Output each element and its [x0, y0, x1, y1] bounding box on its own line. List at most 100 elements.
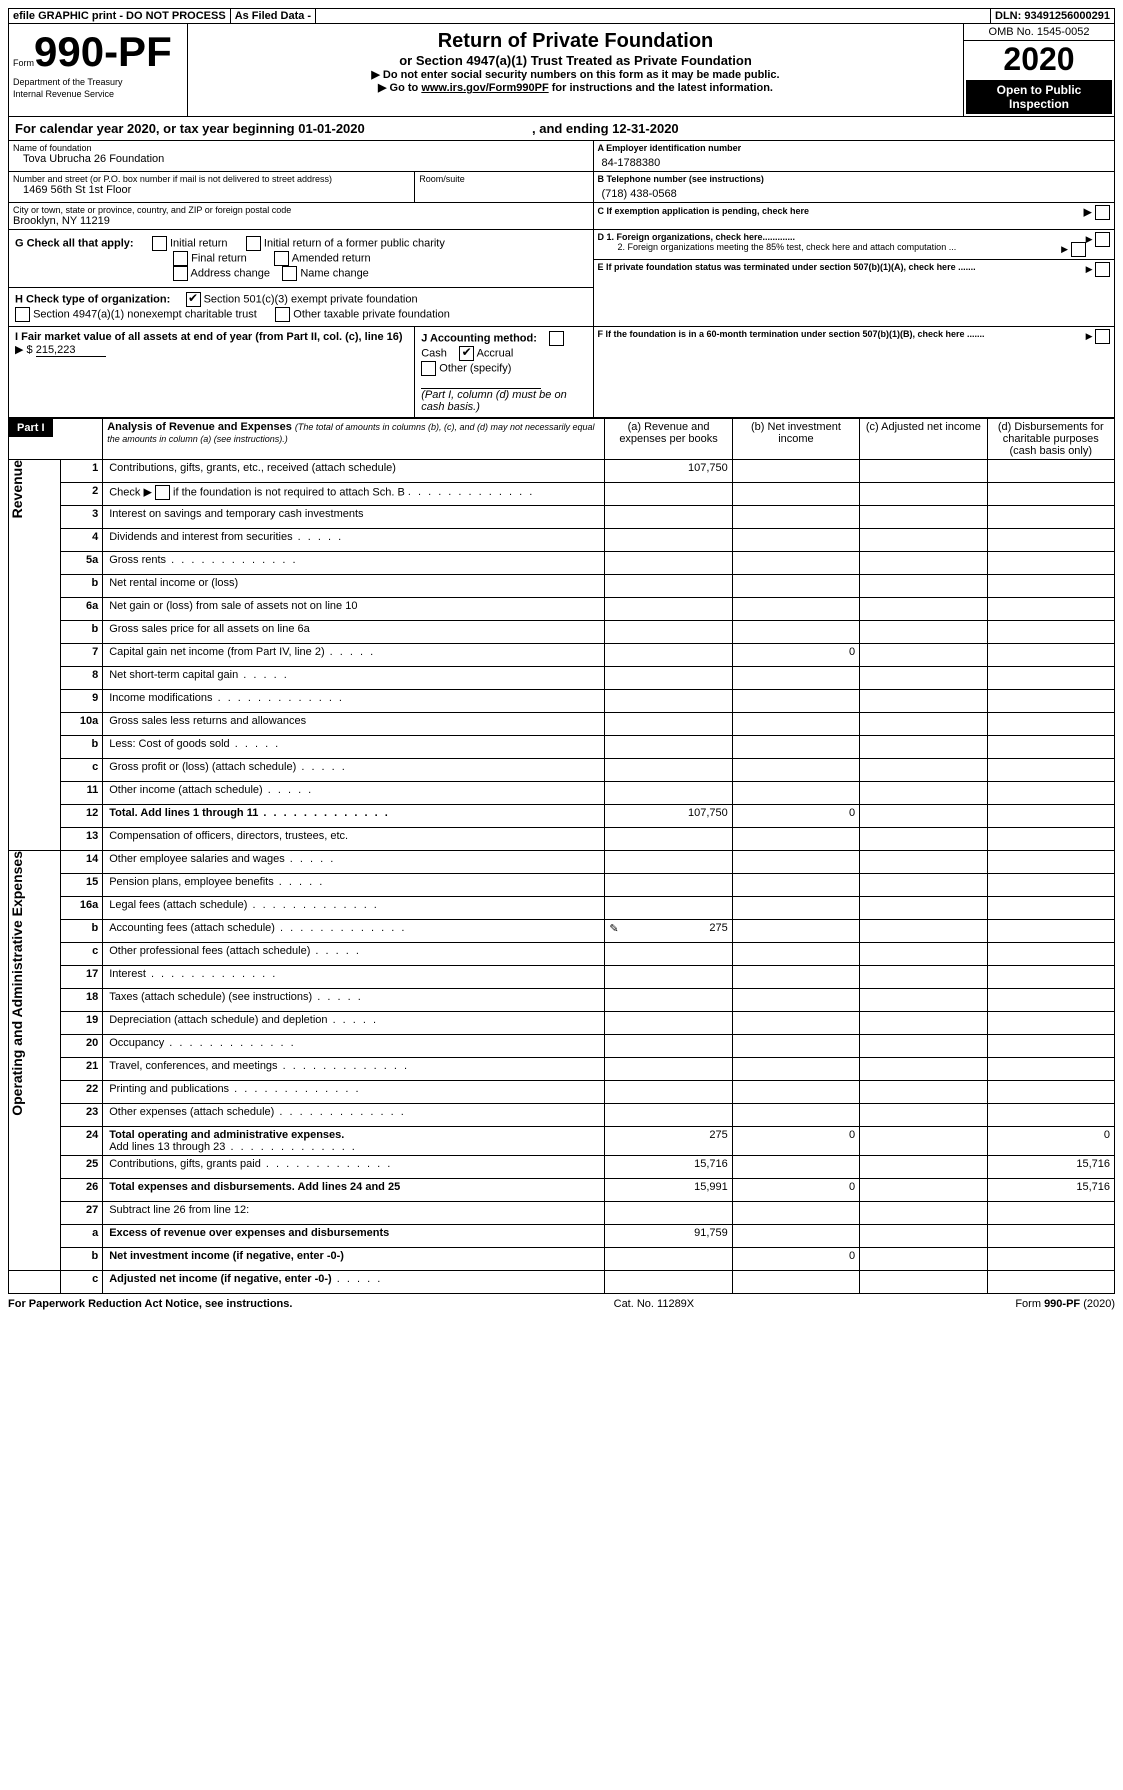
box-e-check[interactable] — [1095, 262, 1110, 277]
footer-right: Form 990-PF (2020) — [1015, 1298, 1115, 1310]
box-e: E If private foundation status was termi… — [598, 262, 1111, 272]
line-27: Subtract line 26 from line 12: — [103, 1202, 605, 1225]
g-name-change-check[interactable] — [282, 266, 297, 281]
g-initial-former-check[interactable] — [246, 236, 261, 251]
line-22: Printing and publications — [103, 1081, 605, 1104]
line-5a: Gross rents — [103, 552, 605, 575]
foundation-name: Tova Ubrucha 26 Foundation — [13, 153, 589, 165]
line-13: Compensation of officers, directors, tru… — [103, 828, 605, 851]
form-number: 990-PF — [34, 28, 172, 75]
j-other-check[interactable] — [421, 361, 436, 376]
line-10a: Gross sales less returns and allowances — [103, 713, 605, 736]
line-16c: Other professional fees (attach schedule… — [103, 943, 605, 966]
j-accrual-check[interactable]: ✔ — [459, 346, 474, 361]
form-prefix: Form — [13, 58, 34, 68]
g-final-return-check[interactable] — [173, 251, 188, 266]
box-d2: 2. Foreign organizations meeting the 85%… — [598, 242, 1111, 252]
part1-tag: Part I — [9, 419, 53, 437]
col-a: (a) Revenue and expenses per books — [605, 419, 732, 460]
line-5b: Net rental income or (loss) — [103, 575, 605, 598]
g-address-change-check[interactable] — [173, 266, 188, 281]
box-f: F If the foundation is in a 60-month ter… — [598, 329, 1111, 339]
line-2: Check ▶ if the foundation is not require… — [103, 483, 605, 506]
tax-year: 2020 — [964, 41, 1114, 78]
addr-label: Number and street (or P.O. box number if… — [13, 174, 410, 184]
footer-mid: Cat. No. 11289X — [614, 1298, 695, 1310]
line-4: Dividends and interest from securities — [103, 529, 605, 552]
line-19: Depreciation (attach schedule) and deple… — [103, 1012, 605, 1035]
line-1: Contributions, gifts, grants, etc., rece… — [103, 460, 605, 483]
line-16b: Accounting fees (attach schedule) — [103, 920, 605, 943]
line-3: Interest on savings and temporary cash i… — [103, 506, 605, 529]
j-cash-check[interactable] — [549, 331, 564, 346]
dept-treasury: Department of the Treasury — [13, 77, 123, 87]
g-initial-return-check[interactable] — [152, 236, 167, 251]
h-501c3-check[interactable]: ✔ — [186, 292, 201, 307]
name-label: Name of foundation — [13, 143, 589, 153]
omb-number: OMB No. 1545-0052 — [964, 24, 1114, 41]
line-6b: Gross sales price for all assets on line… — [103, 621, 605, 644]
box-d2-check[interactable] — [1071, 242, 1086, 257]
line-18: Taxes (attach schedule) (see instruction… — [103, 989, 605, 1012]
i-label: I Fair market value of all assets at end… — [15, 331, 403, 343]
street-address: 1469 56th St 1st Floor — [13, 184, 410, 196]
j-note: (Part I, column (d) must be on cash basi… — [421, 389, 567, 413]
dln: DLN: 93491256000291 — [990, 8, 1115, 24]
col-c: (c) Adjusted net income — [860, 419, 987, 460]
i-value: 215,223 — [36, 344, 106, 357]
phone: (718) 438-0568 — [598, 184, 1111, 200]
line-14: Other employee salaries and wages — [103, 851, 605, 874]
city-state-zip: Brooklyn, NY 11219 — [13, 215, 589, 227]
line-15: Pension plans, employee benefits — [103, 874, 605, 897]
room-label: Room/suite — [419, 174, 588, 184]
line-23: Other expenses (attach schedule) — [103, 1104, 605, 1127]
box-d1-check[interactable] — [1095, 232, 1110, 247]
g-label: G Check all that apply: — [15, 237, 134, 249]
line-2-check[interactable] — [155, 485, 170, 500]
line-12: Total. Add lines 1 through 11 — [103, 805, 605, 828]
h-other-check[interactable] — [275, 307, 290, 322]
irs-link[interactable]: www.irs.gov/Form990PF — [421, 82, 548, 94]
form-title: Return of Private Foundation — [194, 30, 957, 53]
efile-notice: efile GRAPHIC print - DO NOT PROCESS — [8, 8, 231, 24]
ein: 84-1788380 — [598, 153, 1111, 169]
line-9: Income modifications — [103, 690, 605, 713]
line-8: Net short-term capital gain — [103, 667, 605, 690]
line-27b: Net investment income (if negative, ente… — [103, 1248, 605, 1271]
attach-icon[interactable]: ✎ — [609, 922, 618, 935]
line-27c: Adjusted net income (if negative, enter … — [103, 1271, 605, 1294]
line-10b: Less: Cost of goods sold — [103, 736, 605, 759]
revenue-section-label: Revenue — [9, 460, 25, 518]
city-label: City or town, state or province, country… — [13, 205, 589, 215]
box-a-label: A Employer identification number — [598, 143, 1111, 153]
warn-ssn: ▶ Do not enter social security numbers o… — [194, 68, 957, 81]
box-f-check[interactable] — [1095, 329, 1110, 344]
calendar-year-line: For calendar year 2020, or tax year begi… — [8, 117, 1115, 141]
box-b-label: B Telephone number (see instructions) — [598, 174, 1111, 184]
line-7: Capital gain net income (from Part IV, l… — [103, 644, 605, 667]
g-amended-check[interactable] — [274, 251, 289, 266]
box-d1: D 1. Foreign organizations, check here..… — [598, 232, 1111, 242]
line-6a: Net gain or (loss) from sale of assets n… — [103, 598, 605, 621]
line-26: Total expenses and disbursements. Add li… — [103, 1179, 605, 1202]
part1-title: Analysis of Revenue and Expenses — [107, 421, 292, 433]
line-20: Occupancy — [103, 1035, 605, 1058]
line-17: Interest — [103, 966, 605, 989]
box-c-label: C If exemption application is pending, c… — [598, 206, 810, 216]
line-25: Contributions, gifts, grants paid — [103, 1156, 605, 1179]
line-21: Travel, conferences, and meetings — [103, 1058, 605, 1081]
footer-left: For Paperwork Reduction Act Notice, see … — [8, 1298, 292, 1310]
box-c-check[interactable] — [1095, 205, 1110, 220]
top-bar: efile GRAPHIC print - DO NOT PROCESS As … — [8, 8, 1115, 24]
expenses-section-label: Operating and Administrative Expenses — [9, 851, 25, 1116]
col-b: (b) Net investment income — [732, 419, 859, 460]
h-4947-check[interactable] — [15, 307, 30, 322]
line-27a: Excess of revenue over expenses and disb… — [103, 1225, 605, 1248]
page-footer: For Paperwork Reduction Act Notice, see … — [8, 1298, 1115, 1310]
form-subtitle: or Section 4947(a)(1) Trust Treated as P… — [194, 53, 957, 68]
open-public: Open to Public Inspection — [966, 80, 1112, 114]
warn-goto: ▶ Go to www.irs.gov/Form990PF for instru… — [194, 81, 957, 94]
irs: Internal Revenue Service — [13, 89, 114, 99]
h-label: H Check type of organization: — [15, 293, 170, 305]
col-d: (d) Disbursements for charitable purpose… — [987, 419, 1114, 460]
